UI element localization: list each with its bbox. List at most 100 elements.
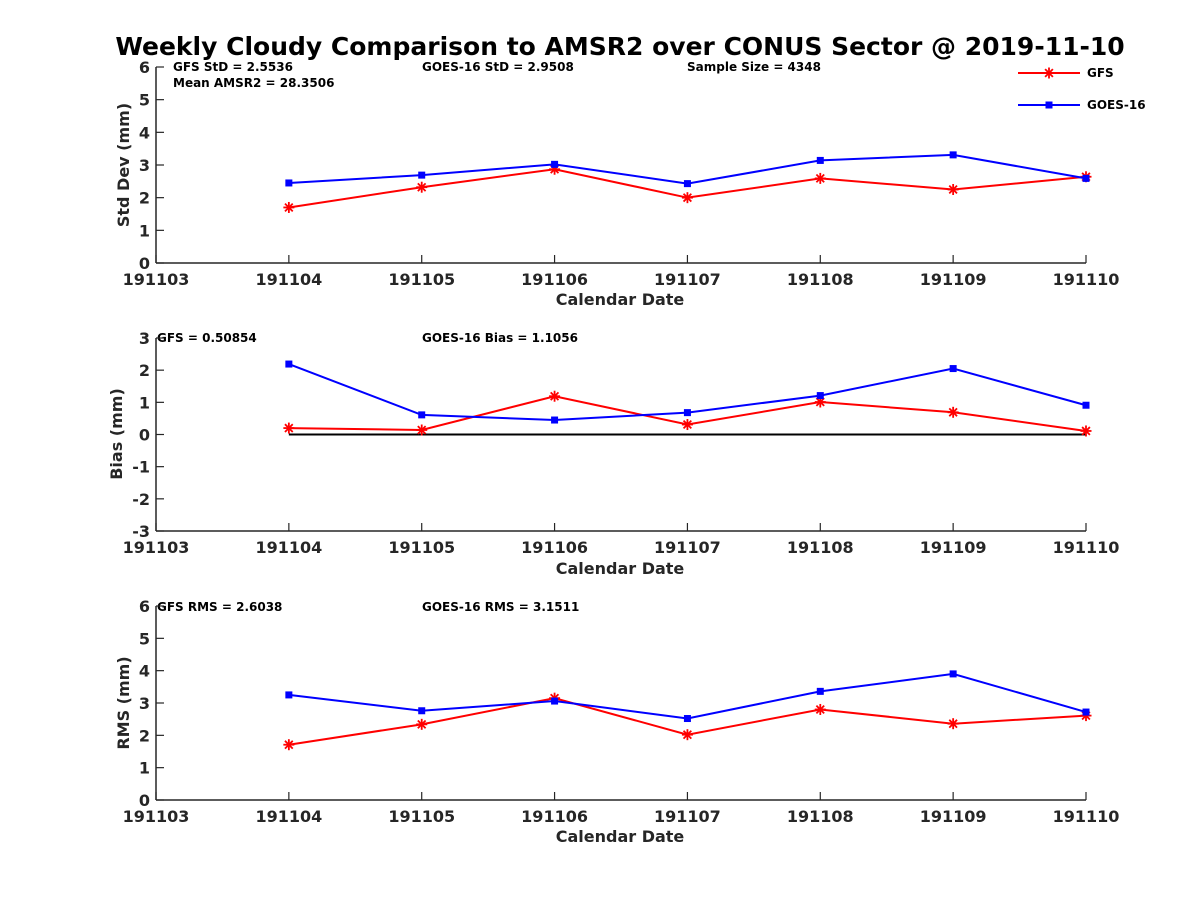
data-point-gfs [947, 184, 959, 195]
y-tick-label: -1 [132, 458, 150, 477]
legend-entry-goes16: GOES-16 [1018, 98, 1146, 112]
series-line-goes16 [288, 672, 1087, 720]
x-tick-label: 191107 [654, 270, 721, 289]
annot-gfs-rms: GFS RMS = 2.6038 [157, 600, 282, 614]
data-point-gfs [1080, 710, 1092, 722]
data-point-gfs [283, 422, 295, 434]
y-tick-label: -3 [132, 522, 150, 541]
legend-label-gfs: GFS [1087, 66, 1114, 80]
y-tick-label: 0 [139, 791, 150, 810]
data-point-gfs [283, 739, 295, 751]
y-tick-label: 6 [139, 58, 150, 77]
x-tick-label: 191110 [1053, 270, 1120, 289]
panel-std-dev: GFS StD = 2.5536 Mean AMSR2 = 28.3506 GO… [114, 58, 1119, 309]
y-tick-label: 2 [139, 361, 150, 380]
data-point-gfs [681, 192, 693, 204]
legend-marker-glyph [1043, 67, 1055, 79]
data-point-goes16 [816, 687, 824, 695]
data-point-gfs [814, 703, 826, 715]
y-tick-label: 1 [139, 759, 150, 778]
x-tick-label: 191104 [255, 270, 322, 289]
x-tick-label: 191109 [920, 807, 987, 826]
data-point-gfs [416, 424, 428, 436]
annot-goes16-rms: GOES-16 RMS = 3.1511 [422, 600, 579, 614]
y-tick-label: 4 [139, 662, 150, 681]
data-point-goes16 [285, 179, 293, 187]
data-point-goes16 [1082, 708, 1090, 716]
legend: GFS GOES-16 [1018, 66, 1146, 112]
data-point-goes16 [1082, 174, 1090, 182]
x-tick-label: 191103 [123, 270, 190, 289]
annot-goes16-bias: GOES-16 Bias = 1.1056 [422, 331, 578, 345]
data-point-goes16 [551, 416, 559, 424]
x-tick-label: 191110 [1053, 807, 1120, 826]
legend-label-goes16: GOES-16 [1087, 98, 1146, 112]
x-axis-label: Calendar Date [556, 559, 685, 578]
x-tick-label: 191106 [521, 270, 588, 289]
legend-marker-gfs [1043, 67, 1055, 79]
x-tick-label: 191105 [388, 807, 455, 826]
x-tick-label: 191104 [255, 807, 322, 826]
data-point-gfs [416, 181, 428, 193]
series-line-goes16 [288, 153, 1087, 185]
x-tick-label: 191110 [1053, 538, 1120, 557]
legend-entry-gfs: GFS [1018, 66, 1114, 80]
data-point-goes16 [949, 365, 957, 373]
data-point-gfs [416, 718, 428, 730]
x-tick-label: 191108 [787, 807, 854, 826]
y-tick-label: 3 [139, 156, 150, 175]
y-axis-label: Std Dev (mm) [114, 103, 133, 227]
data-point-goes16 [949, 670, 957, 678]
data-point-gfs [283, 201, 295, 213]
data-point-gfs [681, 729, 693, 741]
y-tick-label: 3 [139, 329, 150, 348]
data-point-goes16 [683, 715, 691, 723]
data-point-gfs [947, 718, 959, 730]
y-axis-label: RMS (mm) [114, 656, 133, 749]
data-point-gfs [681, 419, 693, 431]
legend-marker-glyph [1045, 101, 1053, 109]
annot-sample-size: Sample Size = 4348 [687, 60, 821, 74]
annot-goes16-std: GOES-16 StD = 2.9508 [422, 60, 574, 74]
x-tick-label: 191107 [654, 807, 721, 826]
data-point-goes16 [551, 160, 559, 168]
x-tick-label: 191105 [388, 538, 455, 557]
data-point-goes16 [285, 360, 293, 368]
x-tick-label: 191106 [521, 538, 588, 557]
y-tick-label: 4 [139, 123, 150, 142]
x-tick-label: 191109 [920, 270, 987, 289]
data-point-goes16 [285, 691, 293, 699]
data-point-goes16 [683, 409, 691, 417]
x-tick-label: 191103 [123, 807, 190, 826]
data-point-goes16 [418, 707, 426, 715]
data-point-goes16 [418, 411, 426, 419]
x-tick-label: 191107 [654, 538, 721, 557]
y-tick-label: 2 [139, 726, 150, 745]
x-tick-label: 191106 [521, 807, 588, 826]
data-point-gfs [1080, 425, 1092, 437]
y-tick-label: 2 [139, 189, 150, 208]
x-tick-label: 191103 [123, 538, 190, 557]
x-tick-label: 191108 [787, 538, 854, 557]
legend-marker-goes16 [1045, 101, 1053, 109]
panel-bias: GFS = 0.50854 GOES-16 Bias = 1.1056 Cale… [107, 329, 1119, 578]
data-point-goes16 [418, 171, 426, 179]
panel-rms: GFS RMS = 2.6038 GOES-16 RMS = 3.1511 Ca… [114, 597, 1119, 846]
chart-title: Weekly Cloudy Comparison to AMSR2 over C… [115, 32, 1124, 61]
data-point-gfs [814, 172, 826, 184]
y-tick-label: 0 [139, 426, 150, 445]
annot-mean-amsr2: Mean AMSR2 = 28.3506 [173, 76, 334, 90]
annot-gfs-bias: GFS = 0.50854 [157, 331, 257, 345]
x-tick-label: 191108 [787, 270, 854, 289]
data-point-goes16 [683, 180, 691, 188]
y-tick-label: 6 [139, 597, 150, 616]
y-tick-label: -2 [132, 490, 150, 509]
y-tick-label: 1 [139, 393, 150, 412]
y-tick-label: 1 [139, 221, 150, 240]
y-tick-label: 5 [139, 91, 150, 110]
x-tick-label: 191105 [388, 270, 455, 289]
x-tick-label: 191104 [255, 538, 322, 557]
x-tick-label: 191109 [920, 538, 987, 557]
x-axis-label: Calendar Date [556, 827, 685, 846]
